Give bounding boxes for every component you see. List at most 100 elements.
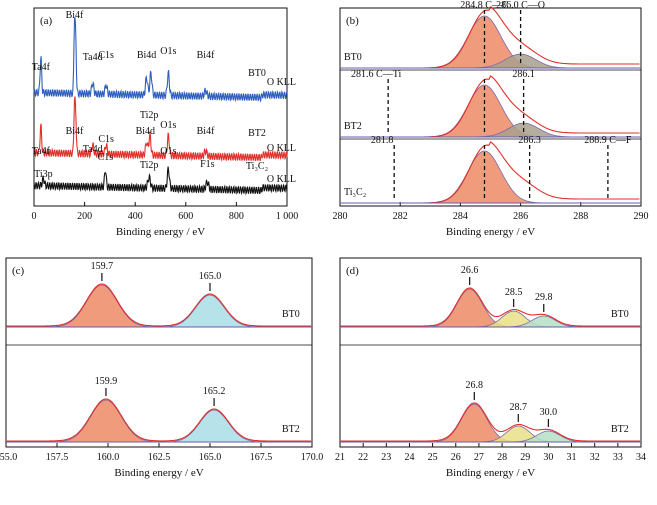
fit-peak bbox=[6, 409, 312, 443]
peak-label: 26.6 bbox=[461, 265, 479, 276]
plot-frame bbox=[339, 257, 642, 448]
panel-c: (c) 155.0 157.5 160.0 162.5 165.0 167.5 170.0 Bi… bbox=[0, 257, 324, 479]
x-tick-label: 1 000 bbox=[276, 211, 299, 222]
panel-label: (c) bbox=[12, 265, 25, 277]
peak-label: 286.3 bbox=[518, 135, 541, 146]
fit-peak bbox=[6, 284, 312, 328]
peak-label: 286.1 bbox=[512, 69, 535, 80]
peak-annotation: O KLL bbox=[267, 77, 296, 88]
series-label: BT0 bbox=[344, 52, 362, 63]
x-tick-label: 32 bbox=[590, 452, 600, 463]
panel-b: (b) 280 282 284 286 288 290 Binding energy / eV… bbox=[333, 0, 649, 238]
peak-label: 165.2 bbox=[203, 386, 226, 397]
envelope-line bbox=[340, 287, 640, 327]
plot-frame bbox=[5, 257, 313, 448]
x-tick-label: 33 bbox=[613, 452, 623, 463]
peak-annotation: Ta4f bbox=[32, 146, 51, 157]
peak-annotation: Ta4d bbox=[83, 144, 103, 155]
panel-label: (a) bbox=[40, 15, 53, 27]
plot-frame bbox=[33, 7, 288, 207]
x-tick-label: 600 bbox=[178, 211, 193, 222]
series-label: BT2 bbox=[344, 121, 362, 132]
survey-line-1 bbox=[33, 96, 288, 162]
series-label: BT2 bbox=[248, 128, 266, 139]
series-label: Ti₃C₂ bbox=[246, 161, 268, 172]
fit-peak bbox=[340, 150, 641, 204]
x-tick-label: 22 bbox=[358, 452, 368, 463]
x-tick-label: 200 bbox=[77, 211, 92, 222]
peak-label: 29.8 bbox=[535, 292, 553, 303]
x-tick-label: 155.0 bbox=[0, 452, 17, 463]
fit-peak bbox=[340, 15, 641, 69]
peak-label: 28.5 bbox=[505, 287, 523, 298]
peak-label: 159.9 bbox=[95, 376, 118, 387]
x-tick-label: 400 bbox=[128, 211, 143, 222]
x-tick-label: 30 bbox=[543, 452, 553, 463]
peak-label: 281.8 bbox=[371, 135, 394, 146]
x-tick-label: 290 bbox=[634, 211, 649, 222]
x-tick-label: 27 bbox=[474, 452, 484, 463]
x-tick-label: 284 bbox=[453, 211, 468, 222]
peak-annotation: Ta4d bbox=[83, 52, 103, 63]
fit-peak bbox=[340, 84, 641, 138]
x-tick-label: 26 bbox=[451, 452, 461, 463]
panel-d: (d) 21 22 23 24 25 26 27 28 29 30 31 32 33 34 Binding e… bbox=[335, 257, 646, 479]
peak-label: 28.7 bbox=[510, 402, 528, 413]
x-tick-label: 21 bbox=[335, 452, 345, 463]
peak-annotation: O1s bbox=[160, 46, 176, 57]
peak-label: 165.0 bbox=[199, 271, 222, 282]
series-label: Ti₃C₂ bbox=[344, 187, 366, 198]
x-tick-label: 25 bbox=[428, 452, 438, 463]
survey-line-2 bbox=[33, 166, 288, 196]
x-tick-label: 280 bbox=[333, 211, 348, 222]
peak-annotation: F1s bbox=[200, 159, 215, 170]
peak-annotation: Bi4f bbox=[197, 126, 215, 137]
peak-annotation: O1s bbox=[160, 120, 176, 131]
x-tick-label: 29 bbox=[520, 452, 530, 463]
peak-annotation: O1s bbox=[160, 146, 176, 157]
peak-annotation: Bi4f bbox=[197, 50, 215, 61]
peak-annotation: Ti3p bbox=[34, 169, 53, 180]
x-axis-label: Binding energy / eV bbox=[446, 467, 535, 479]
x-tick-label: 170.0 bbox=[301, 452, 324, 463]
series-label: BT0 bbox=[282, 309, 300, 320]
peak-annotation: Bi4d bbox=[137, 50, 156, 61]
x-tick-label: 24 bbox=[404, 452, 414, 463]
peak-annotation: C1s bbox=[98, 152, 114, 163]
panel-a: (a) 0 200 400 600 800 1 000 Binding energy / eV… bbox=[32, 7, 299, 238]
series-label: BT0 bbox=[611, 309, 629, 320]
peak-annotation: Ta4f bbox=[32, 62, 51, 73]
peak-annotation: Bi4d bbox=[136, 126, 155, 137]
peak-label: 284.8 C—C bbox=[460, 0, 509, 11]
peak-annotation: Bi4f bbox=[66, 10, 84, 21]
x-tick-label: 160.0 bbox=[97, 452, 120, 463]
peak-label: 159.7 bbox=[91, 261, 114, 272]
series-label: BT2 bbox=[282, 424, 300, 435]
x-tick-label: 28 bbox=[497, 452, 507, 463]
peak-annotation: C1s bbox=[98, 50, 114, 61]
peak-annotation: O KLL bbox=[267, 143, 296, 154]
fit-peak bbox=[6, 294, 312, 328]
x-tick-label: 282 bbox=[393, 211, 408, 222]
x-axis-label: Binding energy / eV bbox=[116, 226, 205, 238]
panel-label: (b) bbox=[346, 15, 359, 27]
x-tick-label: 157.5 bbox=[46, 452, 69, 463]
peak-annotation: Bi4f bbox=[66, 126, 84, 137]
x-tick-label: 31 bbox=[567, 452, 577, 463]
peak-label: 30.0 bbox=[540, 407, 558, 418]
x-tick-label: 288 bbox=[573, 211, 588, 222]
peak-annotation: Ti2p bbox=[140, 110, 159, 121]
envelope-line bbox=[340, 402, 640, 442]
survey-line-0 bbox=[33, 17, 288, 103]
x-tick-label: 165.0 bbox=[199, 452, 222, 463]
peak-label: 288.9 C—F bbox=[584, 135, 632, 146]
x-tick-label: 23 bbox=[381, 452, 391, 463]
peak-label: 26.8 bbox=[466, 380, 484, 391]
x-tick-label: 162.5 bbox=[148, 452, 171, 463]
x-tick-label: 286 bbox=[513, 211, 528, 222]
envelope-line bbox=[6, 398, 311, 442]
fit-peak bbox=[6, 399, 312, 443]
series-label: BT0 bbox=[248, 68, 266, 79]
panel-label: (d) bbox=[346, 265, 359, 277]
